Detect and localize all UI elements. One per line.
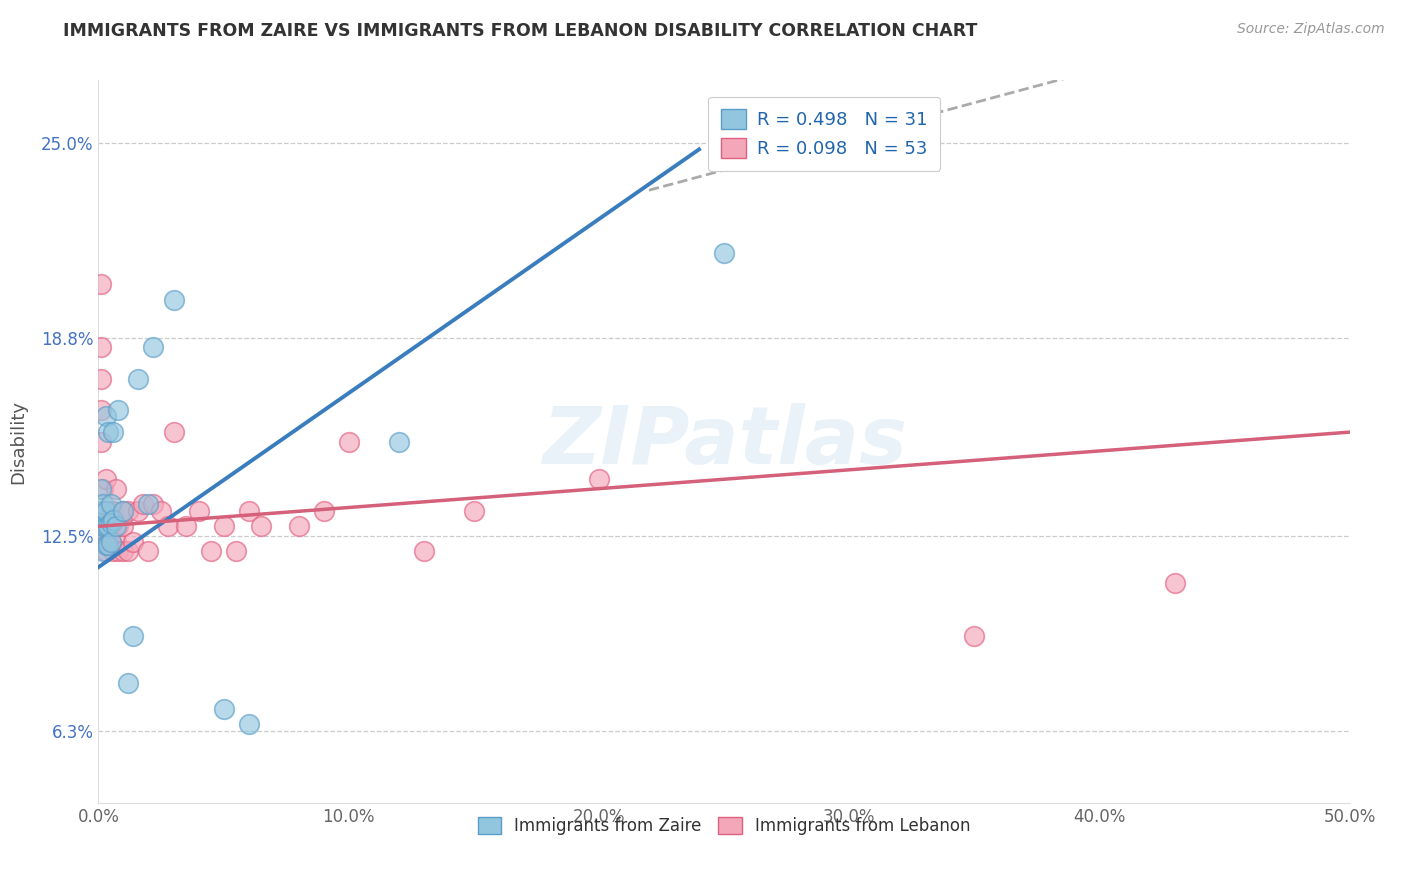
Point: [142, 497, 165, 511]
Text: IMMIGRANTS FROM ZAIRE VS IMMIGRANTS FROM LEBANON DISABILITY CORRELATION CHART: IMMIGRANTS FROM ZAIRE VS IMMIGRANTS FROM…: [63, 22, 977, 40]
Point: [388, 434, 411, 449]
Point: [103, 425, 125, 439]
Point: [713, 246, 735, 260]
Point: [90, 277, 112, 292]
Point: [238, 503, 260, 517]
Point: [97, 535, 120, 549]
Point: [187, 503, 209, 517]
Point: [93, 503, 115, 517]
Point: [100, 535, 122, 549]
Point: [138, 497, 160, 511]
Point: [103, 513, 125, 527]
Point: [94, 503, 117, 517]
Point: [90, 403, 112, 417]
Point: [90, 340, 112, 354]
Point: [90, 372, 112, 386]
Point: [94, 409, 117, 424]
Point: [100, 535, 122, 549]
Point: [174, 519, 197, 533]
Point: [1163, 575, 1185, 590]
Point: [100, 503, 122, 517]
Point: [104, 519, 127, 533]
Point: [117, 503, 139, 517]
Point: [412, 544, 434, 558]
Point: [142, 340, 165, 354]
Point: [97, 519, 120, 533]
Point: [94, 544, 117, 558]
Point: [94, 519, 117, 533]
Point: [337, 434, 360, 449]
Point: [112, 503, 135, 517]
Point: [963, 629, 986, 643]
Point: [94, 472, 117, 486]
Point: [238, 717, 260, 731]
Point: [104, 482, 127, 496]
Point: [200, 544, 222, 558]
Point: [162, 425, 184, 439]
Point: [117, 544, 139, 558]
Point: [93, 544, 115, 558]
Point: [93, 519, 115, 533]
Point: [103, 544, 125, 558]
Point: [90, 523, 112, 537]
Point: [112, 544, 135, 558]
Point: [90, 503, 112, 517]
Point: [94, 503, 117, 517]
Point: [212, 701, 235, 715]
Point: [100, 519, 122, 533]
Point: [94, 538, 117, 552]
Point: [97, 519, 120, 533]
Point: [250, 519, 273, 533]
Point: [117, 676, 139, 690]
Point: [127, 503, 149, 517]
Point: [212, 519, 235, 533]
Point: [150, 503, 173, 517]
Point: [127, 372, 149, 386]
Y-axis label: Disability: Disability: [8, 400, 27, 483]
Point: [107, 403, 129, 417]
Point: [93, 482, 115, 496]
Point: [122, 535, 145, 549]
Point: [162, 293, 184, 308]
Point: [94, 535, 117, 549]
Point: [100, 516, 122, 531]
Point: [107, 519, 129, 533]
Point: [157, 519, 180, 533]
Point: [100, 497, 122, 511]
Point: [122, 629, 145, 643]
Text: Source: ZipAtlas.com: Source: ZipAtlas.com: [1237, 22, 1385, 37]
Point: [93, 497, 115, 511]
Point: [97, 538, 120, 552]
Point: [93, 529, 115, 543]
Point: [588, 472, 610, 486]
Point: [225, 544, 247, 558]
Point: [93, 519, 115, 533]
Point: [112, 503, 135, 517]
Point: [132, 497, 155, 511]
Point: [287, 519, 309, 533]
Point: [312, 503, 335, 517]
Point: [90, 434, 112, 449]
Point: [90, 482, 112, 496]
Legend: Immigrants from Zaire, Immigrants from Lebanon: Immigrants from Zaire, Immigrants from L…: [471, 810, 977, 841]
Point: [103, 503, 125, 517]
Point: [107, 544, 129, 558]
Point: [97, 425, 120, 439]
Point: [138, 544, 160, 558]
Point: [94, 519, 117, 533]
Point: [104, 535, 127, 549]
Point: [112, 519, 135, 533]
Text: ZIPatlas: ZIPatlas: [541, 402, 907, 481]
Point: [463, 503, 485, 517]
